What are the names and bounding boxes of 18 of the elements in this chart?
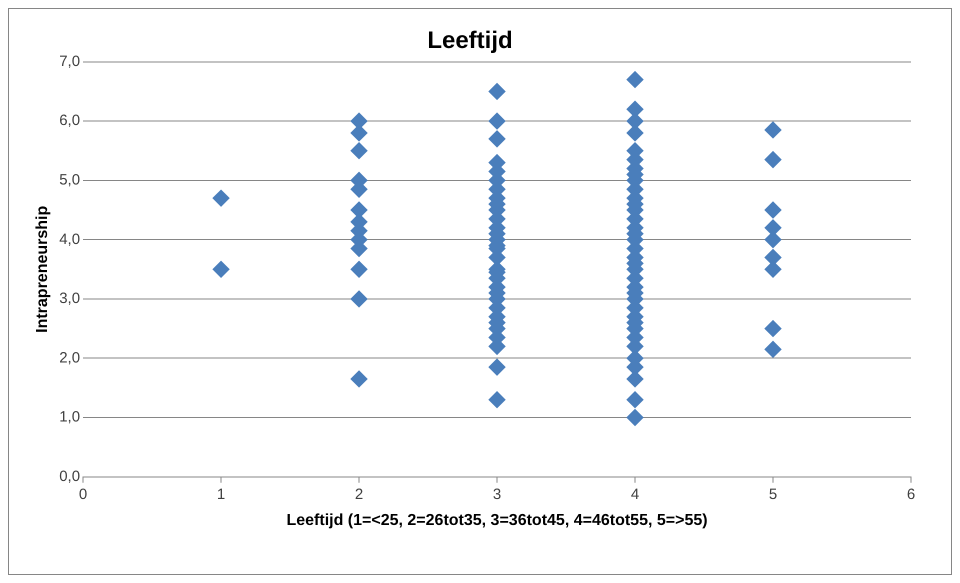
chart-title: Leeftijd <box>427 27 513 54</box>
y-axis-title: Intrapreneurship <box>34 206 52 333</box>
y-tick-label: 1,0 <box>59 408 80 426</box>
x-axis-title: Leeftijd (1=<25, 2=26tot35, 3=36tot45, 4=46tot55, 5=>55) <box>286 512 708 529</box>
x-tick-label: 0 <box>78 486 88 503</box>
x-tick-label: 5 <box>768 486 778 503</box>
y-tick-label: 5,0 <box>59 172 80 189</box>
x-tick-label: 4 <box>630 486 640 503</box>
y-tick-label: 4,0 <box>59 230 80 248</box>
y-tick-label: 7,0 <box>59 52 80 70</box>
x-tick-label: 3 <box>492 486 502 503</box>
y-tick-label: 3,0 <box>59 290 80 308</box>
y-tick-label: 6,0 <box>59 112 80 130</box>
x-tick-label: 1 <box>216 486 226 503</box>
y-tick-label: 0,0 <box>59 468 80 485</box>
y-tick-label: 2,0 <box>59 349 80 366</box>
x-tick-label: 2 <box>354 486 364 503</box>
x-tick-label: 6 <box>906 486 916 503</box>
